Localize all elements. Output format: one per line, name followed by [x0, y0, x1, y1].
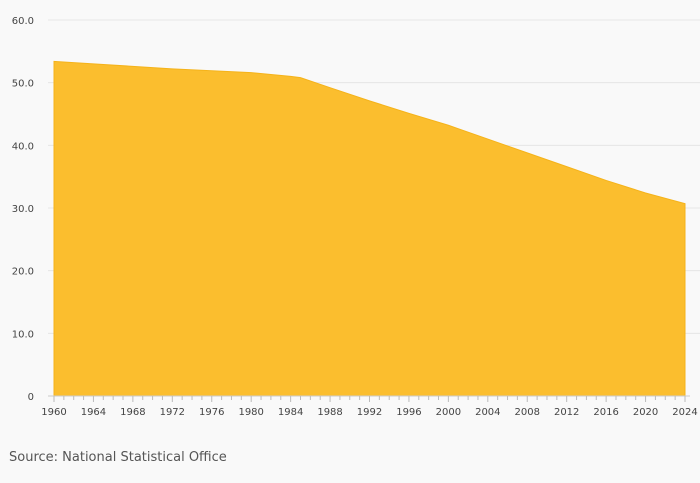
source-note: Source: National Statistical Office	[9, 450, 227, 465]
x-tick-label: 1996	[396, 407, 421, 418]
x-axis-labels: 1960 1964 1968 1972 1976 1980 1984 1988 1992 1996…	[41, 407, 697, 418]
y-tick-label: 0	[28, 392, 34, 403]
y-axis-labels: 0 10.0 20.0 30.0 40.0 50.0 60.0	[12, 16, 34, 403]
x-tick-label: 2012	[554, 407, 579, 418]
y-tick-label: 60.0	[12, 16, 34, 27]
x-tick-label: 1972	[160, 407, 185, 418]
x-tick-label: 2008	[515, 407, 540, 418]
area-chart: 010.020.030.040.050.060.0 1960 1964 1968 19…	[12, 16, 700, 418]
y-tick-label: 10.0	[12, 329, 34, 340]
x-tick-label: 2000	[436, 407, 461, 418]
area-series	[53, 60, 686, 397]
x-tick-label: 2004	[475, 407, 500, 418]
x-tick-label: 1984	[278, 407, 303, 418]
y-tick-label: 50.0	[12, 79, 34, 90]
x-tick-label: 1964	[81, 407, 106, 418]
x-tick-label: 2020	[633, 407, 658, 418]
x-tick-label: 2016	[593, 407, 618, 418]
y-tick-label: 20.0	[12, 267, 34, 278]
x-tick-label: 1976	[199, 407, 224, 418]
x-tick-label: 2024	[672, 407, 697, 418]
area-fill	[53, 60, 686, 397]
x-tick-label: 1980	[238, 407, 263, 418]
x-tick-label: 1960	[41, 407, 66, 418]
x-axis	[48, 395, 690, 402]
x-tick-label: 1968	[120, 407, 145, 418]
x-tick-label: 1988	[317, 407, 342, 418]
y-tick-label: 40.0	[12, 141, 34, 152]
y-tick-label: 30.0	[12, 204, 34, 215]
x-tick-label: 1992	[357, 407, 382, 418]
